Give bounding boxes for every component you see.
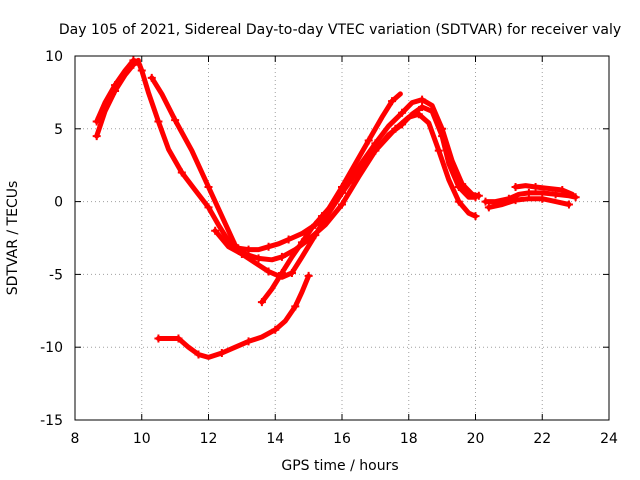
y-tick-label: -15: [40, 413, 63, 429]
data-point: [454, 197, 463, 206]
x-tick-label: 10: [133, 431, 151, 447]
y-tick-label: -5: [49, 267, 63, 283]
data-point: [484, 203, 493, 212]
data-point: [304, 271, 313, 280]
data-point: [571, 193, 580, 202]
data-point: [154, 334, 163, 343]
y-tick-label: 10: [45, 49, 63, 65]
data-point: [524, 188, 533, 197]
tick-layer: 8 10 12 14 16 18 20 22 24 -15 -10 -5 0 5 10: [40, 49, 618, 447]
data-point: [538, 194, 547, 203]
data-point: [244, 245, 253, 254]
data-point: [291, 302, 300, 311]
data-point: [297, 238, 306, 247]
x-tick-label: 8: [71, 431, 80, 447]
data-point: [154, 117, 163, 126]
data-point: [264, 267, 273, 276]
x-tick-label: 18: [400, 431, 418, 447]
data-point: [204, 203, 213, 212]
data-point: [194, 350, 203, 359]
y-axis-title: SDTVAR / TECUs: [5, 181, 21, 296]
data-point: [92, 132, 101, 141]
x-tick-label: 16: [333, 431, 351, 447]
data-point: [171, 116, 180, 125]
data-point: [531, 183, 540, 192]
data-point: [371, 139, 380, 148]
data-point: [111, 86, 120, 95]
data-point: [177, 168, 186, 177]
data-point: [414, 110, 423, 119]
series-track-b: [94, 57, 141, 139]
y-tick-label: -10: [40, 340, 63, 356]
x-tick-label: 12: [200, 431, 218, 447]
x-axis-title: GPS time / hours: [281, 458, 398, 474]
data-point: [271, 325, 280, 334]
x-tick-label: 24: [600, 431, 618, 447]
data-point: [311, 231, 320, 240]
data-point: [277, 252, 286, 261]
data-point: [254, 254, 263, 263]
data-point: [391, 124, 400, 133]
x-tick-label: 20: [467, 431, 485, 447]
data-point: [244, 337, 253, 346]
series-track-a: [94, 57, 403, 253]
data-point: [434, 146, 443, 155]
data-point: [481, 197, 490, 206]
data-point: [147, 73, 156, 82]
data-point: [388, 97, 397, 106]
data-point: [418, 102, 427, 111]
data-point: [474, 191, 483, 200]
data-point: [317, 212, 326, 221]
data-point: [471, 212, 480, 221]
series-track-f: [155, 273, 312, 360]
data-point: [129, 60, 138, 69]
data-point: [564, 200, 573, 209]
data-point: [344, 178, 353, 187]
y-tick-label: 0: [54, 195, 63, 211]
data-point: [257, 298, 266, 307]
x-tick-label: 14: [266, 431, 284, 447]
data-point: [204, 183, 213, 192]
data-point: [511, 183, 520, 192]
data-point: [364, 136, 373, 145]
data-point: [418, 95, 427, 104]
data-point: [237, 250, 246, 259]
data-point: [264, 242, 273, 251]
data-point: [217, 349, 226, 358]
series-track-i: [486, 196, 572, 210]
data-point: [398, 108, 407, 117]
data-point: [438, 124, 447, 133]
data-point: [174, 334, 183, 343]
data-point: [458, 180, 467, 189]
data-point: [284, 235, 293, 244]
chart-title: Day 105 of 2021, Sidereal Day-to-day VTE…: [59, 22, 621, 38]
data-point: [277, 268, 286, 277]
data-point: [558, 185, 567, 194]
data-point: [287, 268, 296, 277]
series-layer: [92, 56, 580, 360]
data-point: [211, 226, 220, 235]
data-point: [511, 196, 520, 205]
x-tick-label: 22: [533, 431, 551, 447]
data-point: [338, 200, 346, 209]
y-tick-label: 5: [54, 122, 63, 138]
data-point: [137, 66, 146, 75]
